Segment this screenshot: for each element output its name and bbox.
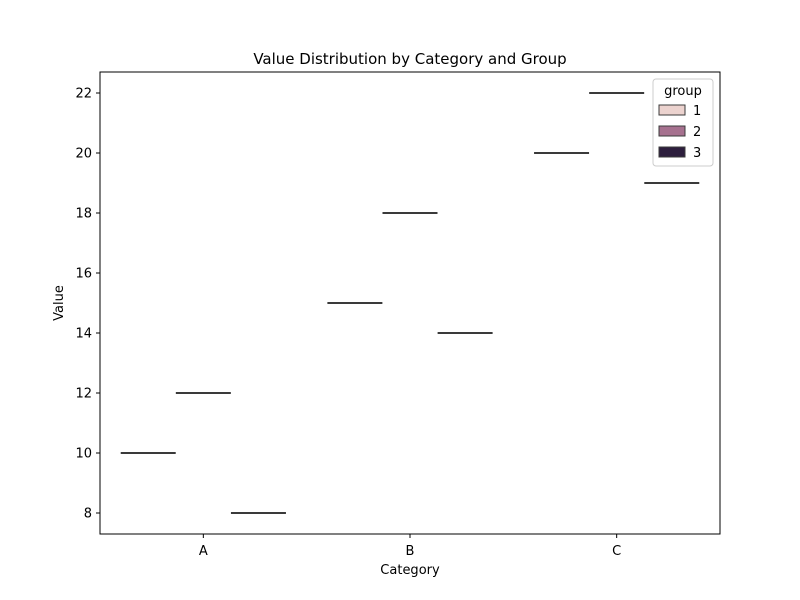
y-tick-label: 12 (75, 387, 92, 402)
legend-label: 1 (693, 104, 701, 119)
legend-label: 3 (693, 146, 701, 161)
x-tick-label: A (199, 544, 208, 559)
legend-box (652, 78, 714, 167)
x-axis-label: Category (380, 563, 440, 578)
y-axis-label: Value (52, 285, 67, 321)
legend-swatch (658, 104, 686, 116)
y-tick-label: 16 (75, 267, 92, 282)
plot-frame (99, 71, 721, 535)
legend-label: 2 (693, 125, 701, 140)
y-tick-label: 8 (84, 507, 92, 522)
y-tick-label: 10 (75, 447, 92, 462)
y-tick-label: 18 (75, 207, 92, 222)
legend-title: group (664, 84, 702, 99)
y-tick-label: 22 (75, 87, 92, 102)
legend: group 1 2 3 (652, 78, 714, 167)
y-tick-label: 20 (75, 147, 92, 162)
chart-title: Value Distribution by Category and Group (253, 50, 566, 68)
legend-swatch (658, 146, 686, 158)
x-tick-label: B (406, 544, 415, 559)
legend-swatch (658, 125, 686, 137)
y-tick-label: 14 (75, 327, 92, 342)
x-tick-label: C (612, 544, 621, 559)
